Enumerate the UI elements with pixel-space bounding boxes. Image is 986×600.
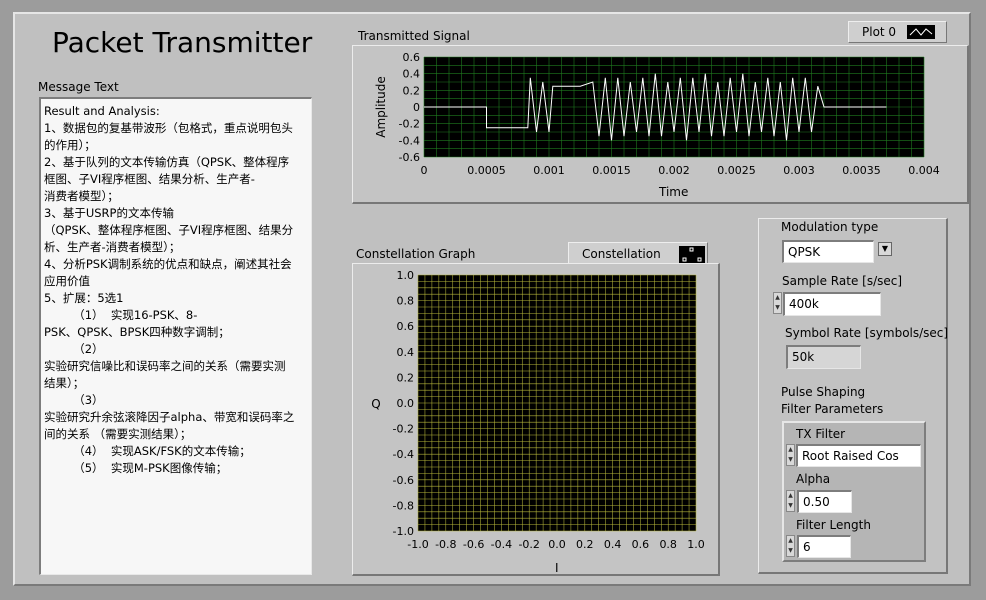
signal-trace [424,73,887,141]
sample-rate-label: Sample Rate [s/sec] [782,274,903,288]
message-line: 应用价值 [44,274,90,288]
message-text-label: Message Text [38,80,119,94]
constellation-y-tick-label: -0.2 [393,423,414,436]
constellation-y-tick-label: 0.2 [397,371,415,384]
time-axis-label: Time [659,185,689,199]
pulse-shaping-label: Pulse Shaping [781,385,866,399]
message-line: Result and Analysis: [44,104,160,118]
signal-y-tick-label: 0.2 [403,84,421,97]
transmitted-signal-label: Transmitted Signal [358,29,470,43]
symbol-rate-display: 50k [786,345,861,369]
signal-x-tick-label: 0.0005 [467,164,506,177]
constellation-x-tick-label: 1.0 [687,538,705,551]
message-line: 2、基于队列的文本传输仿真（QPSK、整体程序 [44,155,290,169]
constellation-x-tick-label: 0.0 [548,538,566,551]
alpha-stepper-icon[interactable]: ▲ ▼ [786,490,795,512]
constellation-x-tick-label: 0.6 [632,538,650,551]
plot-legend[interactable]: Plot 0 [848,21,947,43]
message-line: 3、基于USRP的文本传输 [44,206,174,220]
constellation-x-tick-label: -0.4 [491,538,512,551]
constellation-x-tick-label: -0.8 [435,538,456,551]
constellation-x-tick-label: 0.2 [576,538,594,551]
message-line: 结果）； [44,376,85,390]
constellation-y-tick-label: -1.0 [393,525,414,538]
dropdown-arrow-icon[interactable]: ▼ [878,242,892,256]
plot-legend-label: Plot 0 [862,25,897,39]
signal-y-tick-label: -0.6 [399,151,420,164]
signal-y-tick-label: 0.6 [403,51,421,64]
constellation-x-tick-label: -1.0 [407,538,428,551]
constellation-x-tick-label: 0.4 [604,538,622,551]
plot-legend-line-icon [907,25,935,39]
signal-y-tick-label: 0 [413,101,420,114]
message-line: （3） [44,393,104,407]
constellation-graph-label: Constellation Graph [356,247,476,261]
constellation-x-tick-label: 0.8 [659,538,677,551]
message-line: （5） 实现M-PSK图像传输； [44,461,228,475]
modulation-type-label: Modulation type [781,220,879,234]
signal-x-tick-label: 0.0015 [592,164,631,177]
constellation-legend[interactable]: Constellation [568,242,708,266]
sample-rate-input[interactable]: 400k [783,292,881,316]
message-line: 的作用）； [44,138,96,152]
signal-x-tick-label: 0.004 [908,164,940,177]
message-line: 实验研究升余弦滚降因子alpha、带宽和误码率之 [44,410,295,424]
message-line: 4、分析PSK调制系统的优点和缺点，阐述其社会 [44,257,292,271]
message-text-box[interactable]: Result and Analysis: 1、数据包的复基带波形（包格式，重点说明… [39,97,312,575]
signal-y-tick-label: -0.4 [399,134,420,147]
constellation-legend-label: Constellation [582,247,661,261]
message-line: （QPSK、整体程序框图、子VI程序框图、结果分 [44,223,294,237]
message-line: 消费者模型）； [44,189,119,203]
message-line: 5、扩展：5选1 [44,291,124,305]
constellation-y-tick-label: -0.8 [393,499,414,512]
constellation-graph: -1.0 -0.8 -0.6 -0.4 -0.2 0.0 0.2 0.4 0.6 0.8 1.0 1.… [393,269,705,551]
amplitude-axis-label: Amplitude [374,76,388,138]
message-line: 析、生产者-消费者模型）； [44,240,181,254]
filter-length-stepper-icon[interactable]: ▲ ▼ [786,535,795,557]
constellation-y-tick-label: 0.8 [397,295,415,308]
filter-length-input[interactable]: 6 [797,535,851,558]
message-line: 实验研究信噪比和误码率之间的关系（需要实测 [44,359,286,373]
signal-x-tick-label: 0.002 [658,164,690,177]
signal-y-tick-label: -0.2 [399,118,420,131]
signal-x-tick-label: 0.0025 [717,164,756,177]
constellation-y-tick-label: -0.6 [393,474,414,487]
message-text-content: Result and Analysis: 1、数据包的复基带波形（包格式，重点说明… [44,103,308,477]
constellation-y-tick-label: 0.6 [397,320,415,333]
tx-filter-label: TX Filter [796,427,846,441]
constellation-y-tick-label: 0.0 [397,397,415,410]
sample-rate-stepper-icon[interactable]: ▲ ▼ [773,292,782,314]
constellation-x-tick-label: -0.2 [518,538,539,551]
signal-x-tick-label: 0 [421,164,428,177]
message-line: （1） 实现16-PSK、8- [44,308,198,322]
app-title: Packet Transmitter [52,26,313,59]
signal-x-tick-label: 0.0035 [842,164,881,177]
constellation-y-tick-label: 1.0 [397,269,415,282]
message-line: （2） [44,342,104,356]
constellation-x-tick-label: -0.6 [463,538,484,551]
constellation-y-tick-label: 0.4 [397,346,415,359]
i-axis-label: I [555,561,559,575]
tx-filter-select[interactable]: Root Raised Cos [796,444,921,467]
message-line: （4） 实现ASK/FSK的文本传输； [44,444,251,458]
filter-length-label: Filter Length [796,518,871,532]
tx-filter-stepper-icon[interactable]: ▲ ▼ [786,444,795,466]
message-line: PSK、QPSK、BPSK四种数字调制； [44,325,230,339]
constellation-point-icon [679,246,705,264]
signal-x-tick-label: 0.001 [533,164,565,177]
signal-y-tick-label: 0.4 [403,68,421,81]
message-line: 1、数据包的复基带波形（包格式，重点说明包头 [44,121,293,135]
filter-parameters-label: Filter Parameters [781,402,884,416]
q-axis-label: Q [371,397,381,411]
symbol-rate-label: Symbol Rate [symbols/sec] [785,326,949,340]
message-line: 间的关系 （需要实测结果）； [44,427,192,441]
constellation-y-tick-label: -0.4 [393,448,414,461]
message-line: 框图、子VI程序框图、结果分析、生产者- [44,172,255,186]
signal-x-tick-label: 0.003 [783,164,815,177]
modulation-type-select[interactable]: QPSK [782,240,874,263]
alpha-input[interactable]: 0.50 [797,490,852,513]
alpha-label: Alpha [796,472,831,486]
transmitted-signal-graph: 0 0.0005 0.001 0.0015 0.002 0.0025 0.003 0.0035… [399,51,940,177]
